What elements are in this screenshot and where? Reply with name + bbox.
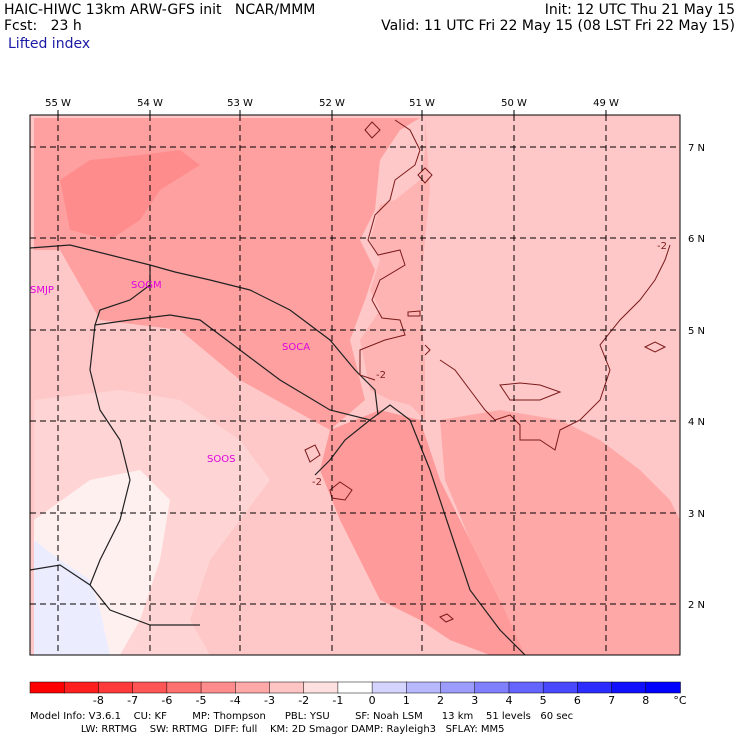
colorbar-tick-label: 6 (573, 694, 581, 707)
colorbar-swatch (611, 681, 647, 694)
colorbar-swatch (577, 681, 613, 694)
lon-axis: 55 W 54 W 53 W 52 W 51 W 50 W 49 W (45, 98, 619, 109)
station-label: SMJP (30, 285, 54, 296)
lat-label: 3 N (688, 509, 705, 520)
colorbar-tick-label: -1 (332, 694, 344, 707)
colorbar-swatch (132, 681, 168, 694)
colorbar-tick-label: 3 (471, 694, 479, 707)
shade-region-south (320, 410, 525, 655)
colorbar-swatch (542, 681, 579, 694)
contour-label: -2 (312, 477, 322, 488)
contour-values: -2 -2 -2 (312, 241, 667, 488)
lat-axis: 7 N 6 N 5 N 4 N 3 N 2 N (688, 143, 705, 611)
lat-label: 6 N (688, 234, 705, 245)
colorbar-tick-label: -3 (263, 694, 275, 707)
contour-lines (304, 119, 671, 623)
lat-label: 2 N (688, 600, 705, 611)
colorbar-swatch (371, 681, 408, 694)
lon-label: 52 W (319, 98, 345, 109)
colorbar-swatch (337, 681, 373, 694)
station-label: SOCA (282, 342, 310, 353)
contour-label: -2 (657, 241, 667, 252)
station-label: SOOS (207, 454, 235, 465)
forecast-hour: Fcst: 23 h (4, 18, 82, 34)
colorbar-tick-label: -6 (161, 694, 173, 707)
grid-lines (30, 115, 680, 655)
lat-label: 7 N (688, 143, 705, 154)
colorbar-tick-label: -2 (298, 694, 310, 707)
model-info-line1: Model Info: V3.6.1 CU: KF MP: Thompson P… (30, 711, 574, 722)
colorbar-tick-label: -7 (127, 694, 139, 707)
shade-region-positive (34, 540, 110, 655)
lon-label: 54 W (137, 98, 163, 109)
field-name: Lifted index (8, 36, 91, 52)
shade-region-north (34, 118, 430, 420)
colorbar-swatch (166, 681, 202, 694)
colorbar-swatch (98, 681, 134, 694)
colorbar-swatch (406, 681, 442, 694)
colorbar-swatch (269, 681, 305, 694)
station-label: SOGM (131, 280, 162, 291)
lat-label: 5 N (688, 326, 705, 337)
lon-label: 55 W (45, 98, 71, 109)
colorbar-tick-label: 8 (642, 694, 650, 707)
colorbar-swatch (508, 681, 544, 694)
colorbar-unit: °C (673, 694, 687, 707)
valid-time: Valid: 11 UTC Fri 22 May 15 (08 LST Fri … (381, 18, 735, 34)
colorbar-tick-label: -5 (195, 694, 207, 707)
map-frame (29, 114, 681, 656)
contour-label: -2 (376, 370, 386, 381)
init-time: Init: 12 UTC Thu 21 May 15 (544, 2, 735, 18)
shade-region-southeast (440, 410, 680, 655)
lon-label: 49 W (593, 98, 619, 109)
colorbar-swatch (29, 681, 65, 694)
colorbar-tick-label: 5 (539, 694, 547, 707)
colorbar-tick-label: 0 (368, 694, 376, 707)
colorbar-swatch (440, 681, 476, 694)
colorbar-swatch (200, 681, 237, 694)
colorbar-tick-label: 2 (437, 694, 445, 707)
colorbar-swatch (303, 681, 339, 694)
colorbar-tick-label: -8 (92, 694, 104, 707)
shade-region-max (60, 150, 200, 240)
colorbar (29, 681, 681, 694)
colorbar-tick-label: 4 (505, 694, 513, 707)
colorbar-swatch (645, 681, 681, 694)
lon-ticks (57, 110, 607, 115)
colorbar-tick-label: 1 (402, 694, 410, 707)
lon-label: 51 W (409, 98, 435, 109)
map-title: HAIC-HIWC 13km ARW-GFS init NCAR/MMM (4, 2, 316, 18)
colorbar-swatch (235, 681, 271, 694)
lon-label: 53 W (227, 98, 253, 109)
colorbar-tick-label: 7 (608, 694, 616, 707)
stations: SMJP SOGM SOCA SOOS (30, 280, 310, 465)
colorbar-swatch (474, 681, 510, 694)
lon-label: 50 W (501, 98, 527, 109)
lat-label: 4 N (688, 417, 705, 428)
model-info-line2: LW: RRTMG SW: RRTMG DIFF: full KM: 2D Sm… (30, 724, 505, 735)
colorbar-swatch (63, 681, 100, 694)
colorbar-tick-label: -4 (229, 694, 241, 707)
